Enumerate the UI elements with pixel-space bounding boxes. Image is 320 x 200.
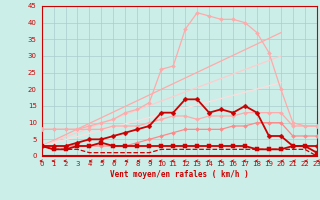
X-axis label: Vent moyen/en rafales ( km/h ): Vent moyen/en rafales ( km/h ) (110, 170, 249, 179)
